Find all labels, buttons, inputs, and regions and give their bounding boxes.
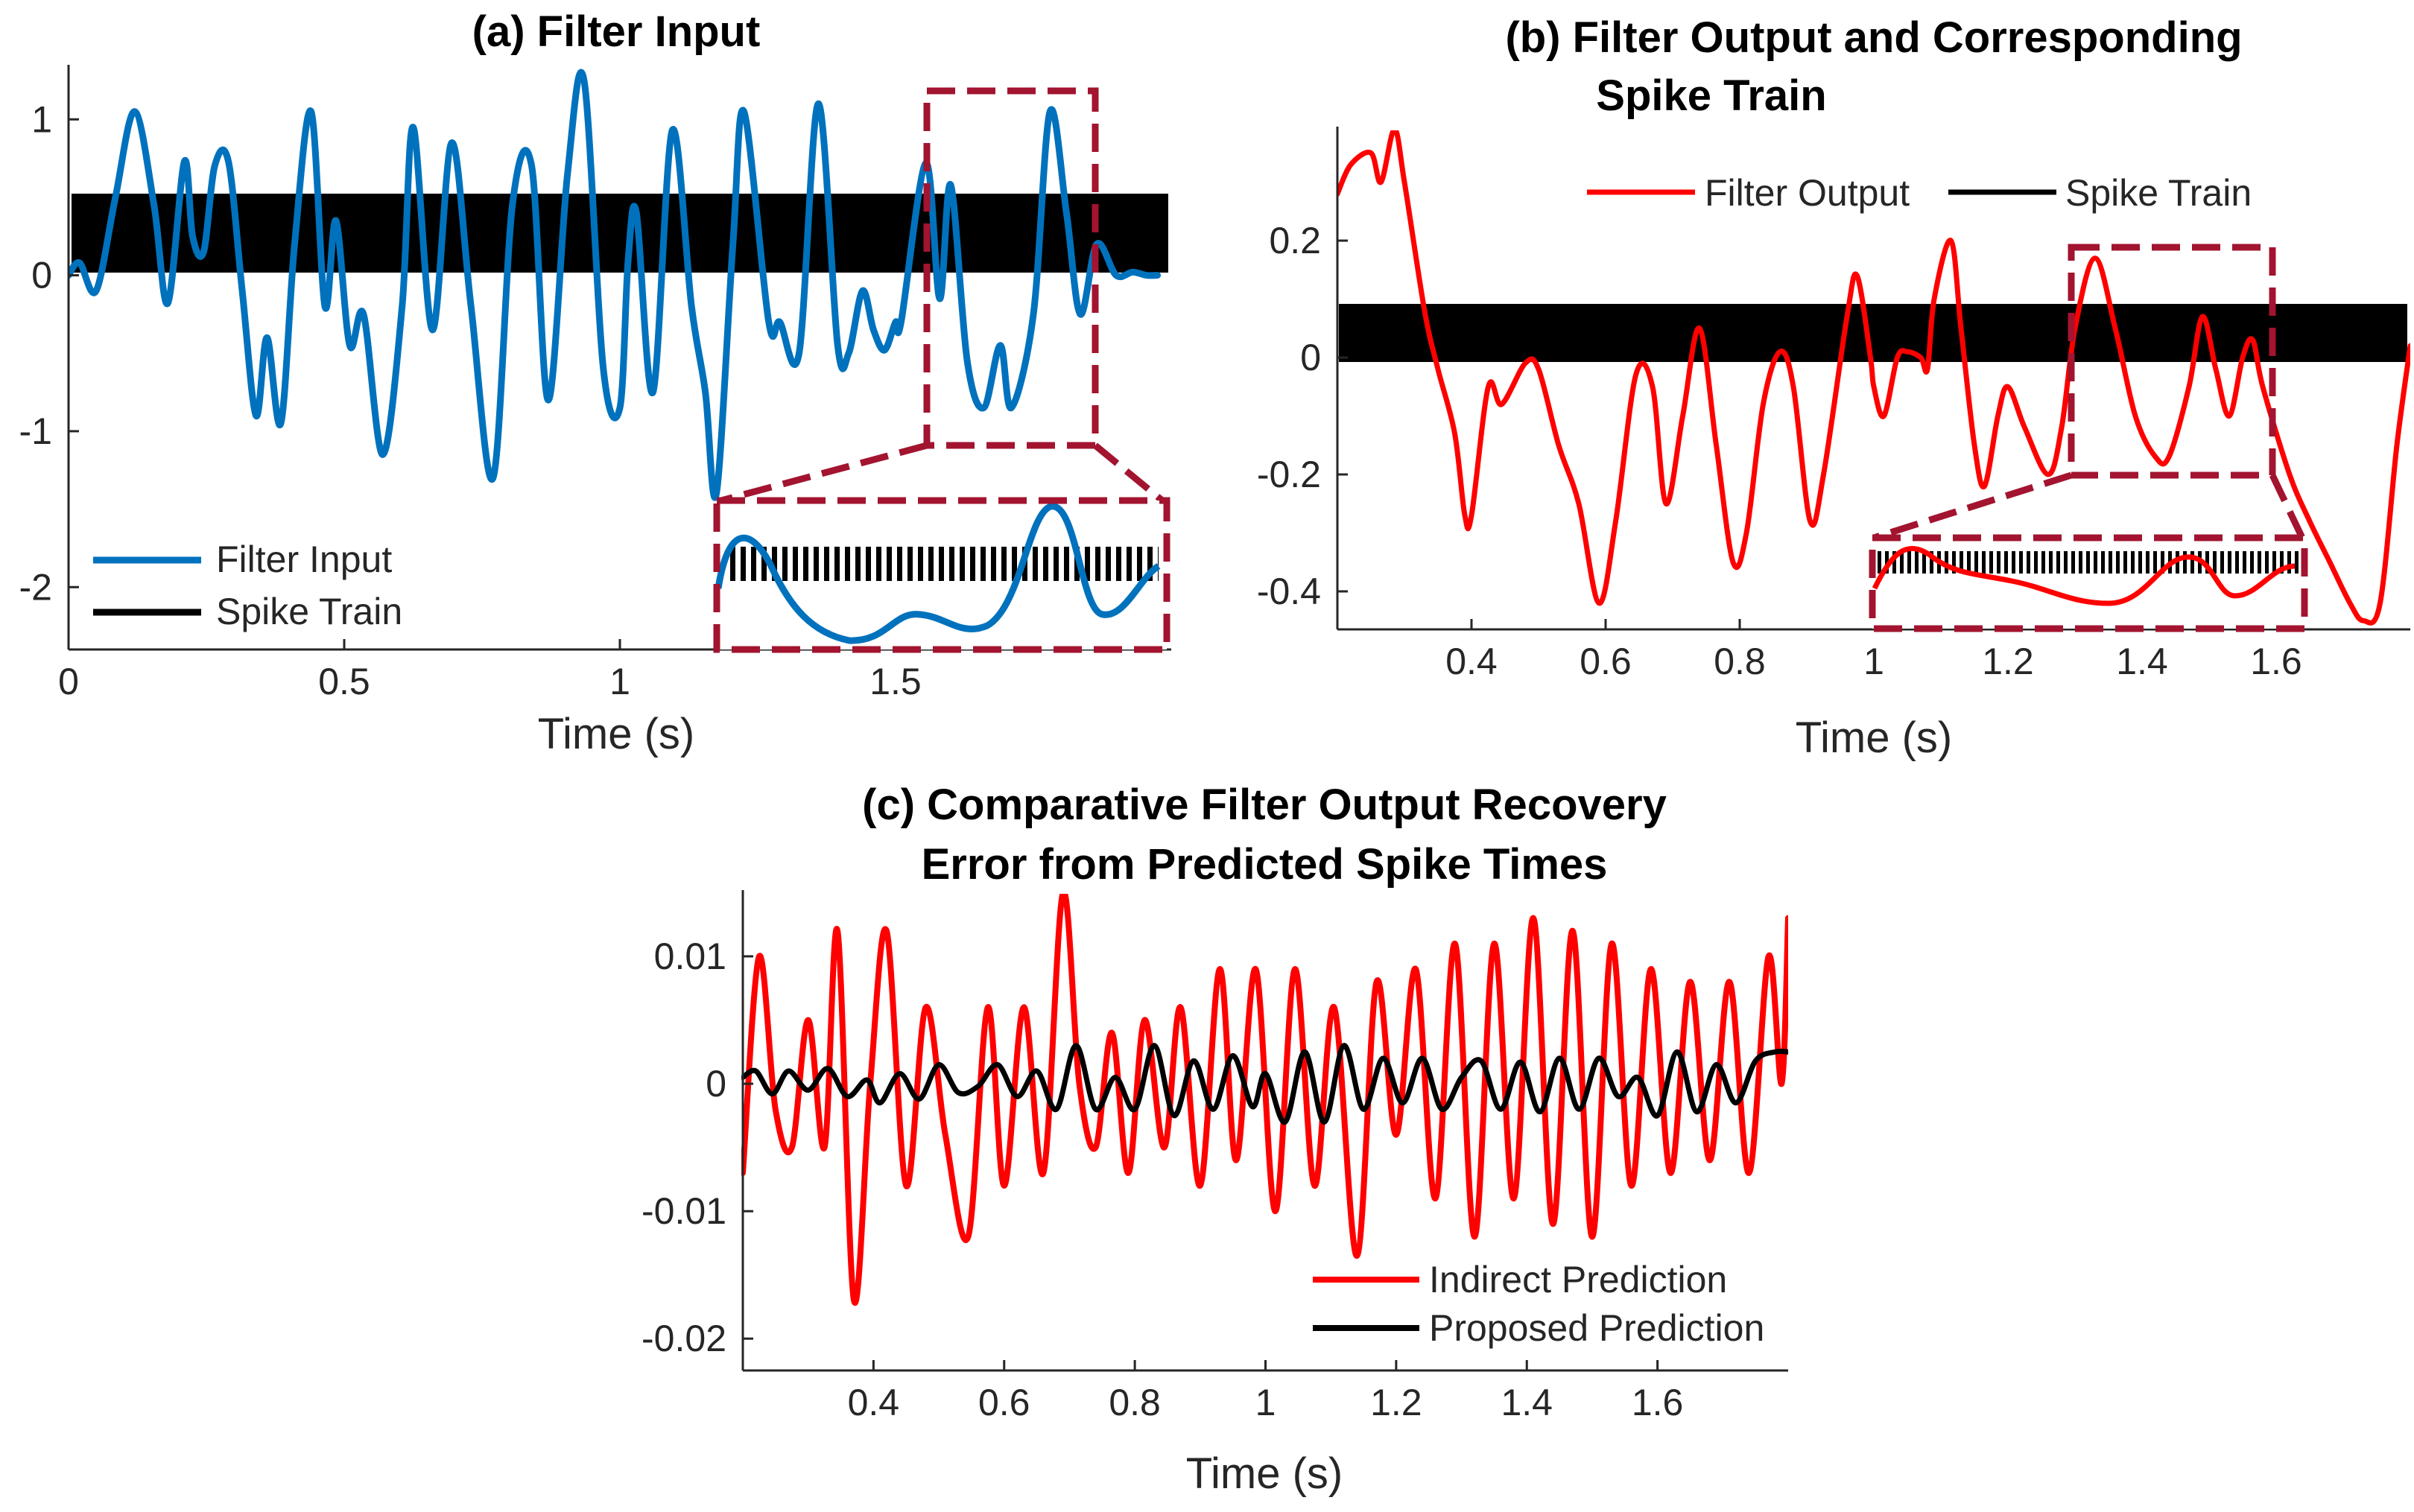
panel-b-xlabel: Time (s) <box>1796 714 1952 762</box>
legend-label-filter-output: Filter Output <box>1705 172 1910 214</box>
panel-c-ticks: 0.4 0.6 0.8 1 1.2 1.4 1.6 0.01 0 -0.01 -0.02 <box>641 936 1683 1423</box>
panel-c-title-line-2: Error from Predicted Spike Times <box>922 840 1608 889</box>
panel-c-x-tick-label: 0.6 <box>978 1382 1030 1423</box>
legend-label-filter-input: Filter Input <box>216 539 392 580</box>
panel-b-zoom-connector-left <box>1872 471 2073 541</box>
panel-a-ticks: 0 0.5 1 1.5 1 0 -1 -2 <box>19 98 922 702</box>
panel-b-y-tick-label: -0.4 <box>1257 571 1321 612</box>
panel-c-x-tick-label: 0.8 <box>1109 1382 1161 1423</box>
panel-b-x-tick-label: 1.6 <box>2250 641 2302 682</box>
panel-c-x-tick-label: 1.6 <box>1632 1382 1684 1423</box>
panel-b-inset-filter-output-line <box>1872 545 2296 606</box>
panel-b-title-line-1: (b) Filter Output and Corresponding <box>1505 13 2242 62</box>
panel-a-inset <box>713 497 1170 653</box>
panel-b-x-tick-label: 0.4 <box>1445 641 1498 682</box>
panel-a-x-tick-label: 1.5 <box>869 661 922 702</box>
panel-c-y-tick-label: -0.02 <box>641 1318 726 1359</box>
panel-c-xlabel: Time (s) <box>1186 1449 1343 1498</box>
panel-a-y-tick-label: -1 <box>19 410 52 452</box>
panel-b-inset <box>1869 534 2308 632</box>
filter-input-line <box>69 69 1161 501</box>
panel-b-title-line-2: Spike Train <box>1596 72 1826 120</box>
proposed-prediction-line <box>741 1043 1788 1125</box>
legend-label-spike-train-a: Spike Train <box>216 591 402 632</box>
panel-b-x-tick-label: 0.6 <box>1580 641 1632 682</box>
panel-a-x-tick-label: 1 <box>609 661 630 702</box>
panel-b-zoom-connector-right <box>2269 474 2306 539</box>
indirect-prediction-line <box>741 894 1788 1306</box>
panel-c: (c) Comparative Filter Output Recovery E… <box>641 781 1788 1498</box>
panel-b-x-tick-label: 1.2 <box>1982 641 2034 682</box>
panel-c-y-tick-label: -0.01 <box>641 1190 726 1232</box>
panel-a-legend: Filter Input Spike Train <box>93 539 402 632</box>
panel-b-ticks: 0.4 0.6 0.8 1 1.2 1.4 1.6 0.2 0 -0.2 -0.4 <box>1257 220 2302 682</box>
panel-a-spike-band <box>72 194 1168 273</box>
panel-c-y-tick-label: 0.01 <box>654 936 726 977</box>
panel-a-inset-filter-input-line <box>715 503 1161 644</box>
panel-a-y-tick-label: 1 <box>31 98 52 140</box>
panel-c-x-tick-label: 1.2 <box>1370 1382 1422 1423</box>
panel-b-y-tick-label: -0.2 <box>1257 454 1321 495</box>
filter-output-line <box>1337 130 2410 626</box>
panel-a-y-tick-label: 0 <box>31 255 52 296</box>
panel-a-zoom-box <box>923 87 1099 449</box>
panel-b-inset-spike-train <box>1878 551 2301 574</box>
legend-label-spike-train-b: Spike Train <box>2065 172 2252 214</box>
panel-c-y-tick-label: 0 <box>706 1063 726 1105</box>
panel-b-x-tick-label: 1 <box>1863 641 1884 682</box>
panel-a-zoom-connector-right <box>1093 442 1165 504</box>
panel-b-zoom-box <box>2068 244 2276 479</box>
panel-a-inset-spike-train <box>726 547 1159 581</box>
legend-label-indirect-prediction: Indirect Prediction <box>1429 1259 1727 1300</box>
panel-a-x-tick-label: 0 <box>58 661 79 702</box>
panel-a-y-tick-label: -2 <box>19 566 52 608</box>
panel-b-y-tick-label: 0.2 <box>1269 220 1321 261</box>
panel-c-legend: Indirect Prediction Proposed Prediction <box>1313 1259 1764 1349</box>
legend-label-proposed-prediction: Proposed Prediction <box>1429 1307 1764 1349</box>
panel-a-x-tick-label: 0.5 <box>318 661 370 702</box>
panel-b-x-tick-label: 1.4 <box>2116 641 2168 682</box>
panel-a-xlabel: Time (s) <box>538 710 694 758</box>
panel-b-spike-band <box>1339 304 2407 362</box>
panel-c-title-line-1: (c) Comparative Filter Output Recovery <box>862 781 1667 829</box>
panel-b-x-tick-label: 0.8 <box>1714 641 1766 682</box>
panel-b-y-tick-label: 0 <box>1300 337 1321 378</box>
panel-c-x-tick-label: 1.4 <box>1501 1382 1553 1423</box>
panel-a-zoom-connector-left <box>720 442 928 504</box>
panel-c-x-tick-label: 1 <box>1255 1382 1276 1423</box>
panel-a: (a) Filter Input 0 0.5 1 1.5 1 0 -1 -2 Time (s)… <box>19 7 1171 758</box>
panel-a-title: (a) Filter Input <box>472 7 761 56</box>
panel-c-x-tick-label: 0.4 <box>848 1382 900 1423</box>
panel-b: (b) Filter Output and Corresponding Spik… <box>1257 13 2410 762</box>
panel-b-legend: Filter Output Spike Train <box>1587 172 2252 214</box>
